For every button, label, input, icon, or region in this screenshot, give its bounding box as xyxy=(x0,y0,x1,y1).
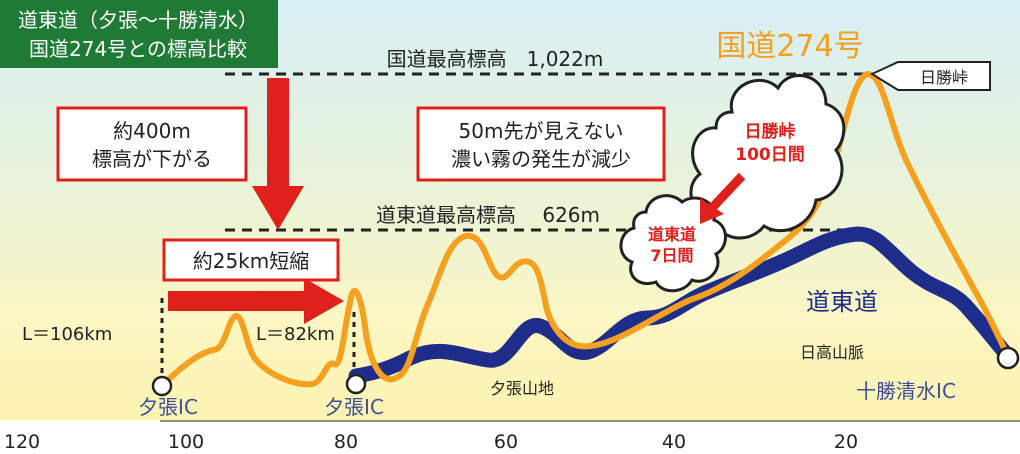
down-arrow-shaft xyxy=(267,78,289,188)
elevation-drop-line2: 標高が下がる xyxy=(92,147,212,171)
distance-274: L＝106km xyxy=(22,324,112,345)
tokachi-shimizu-endpoint xyxy=(996,346,1020,370)
fog-reduction-box xyxy=(416,106,666,182)
fog-reduction-line2: 濃い霧の発生が減少 xyxy=(451,147,631,171)
pass-label: 日勝峠 xyxy=(920,68,968,87)
fog-cloud-small xyxy=(619,194,727,293)
fog-cloud-large xyxy=(689,73,846,240)
route274-profile xyxy=(159,71,1009,389)
distance-cut-label: 約25km短縮 xyxy=(193,249,310,273)
fog-doto-place: 道東道 xyxy=(648,225,696,244)
x-tick-20: 20 xyxy=(834,431,858,453)
pass-label-box xyxy=(869,61,991,91)
tokachi-shimizu-ic-label: 十勝清水IC xyxy=(856,379,956,403)
fog-compare-arrow-head xyxy=(700,198,724,224)
fog-274-days: 100日間 xyxy=(735,145,805,165)
fog-compare-arrow-shaft xyxy=(708,172,746,212)
fog-reduction-line1: 50m先が見えない xyxy=(459,119,624,143)
doto-max-label: 道東道最高標高 626m xyxy=(376,203,600,227)
title-box xyxy=(0,0,278,68)
x-tick-120: 120 xyxy=(4,431,40,453)
yubari-doto-endpoint xyxy=(345,373,367,395)
x-tick-80: 80 xyxy=(334,431,358,453)
x-tick-100: 100 xyxy=(168,431,204,453)
x-tick-40: 40 xyxy=(662,431,686,453)
route274-label: 国道274号 xyxy=(716,29,863,64)
yubari-mountains-label: 夕張山地 xyxy=(490,379,554,398)
elevation-drop-line1: 約400m xyxy=(113,119,191,143)
doto-label: 道東道 xyxy=(806,288,878,316)
axis-strip xyxy=(0,420,1020,454)
fog-doto-days: 7日間 xyxy=(650,246,693,265)
yubari-ic-doto-label: 夕張IC xyxy=(324,395,384,419)
distance-cut-box xyxy=(162,238,340,282)
down-arrow-head xyxy=(252,186,304,230)
distance-doto: L＝82km xyxy=(256,324,335,345)
title-line1: 道東道（夕張～十勝清水） xyxy=(18,8,258,32)
x-tick-60: 60 xyxy=(494,431,518,453)
fog-274-place: 日勝峠 xyxy=(745,121,796,142)
yubari-ic-274-label: 夕張IC xyxy=(138,395,198,419)
yubari-274-endpoint xyxy=(151,375,173,397)
right-arrow-shaft xyxy=(168,291,308,311)
elevation-drop-box xyxy=(56,106,248,182)
right-arrow-head xyxy=(304,278,344,324)
hidaka-mountains-label: 日高山脈 xyxy=(800,343,864,362)
route274-max-label: 国道最高標高 1,022m xyxy=(387,47,604,71)
title-line2: 国道274号との標高比較 xyxy=(29,37,247,61)
